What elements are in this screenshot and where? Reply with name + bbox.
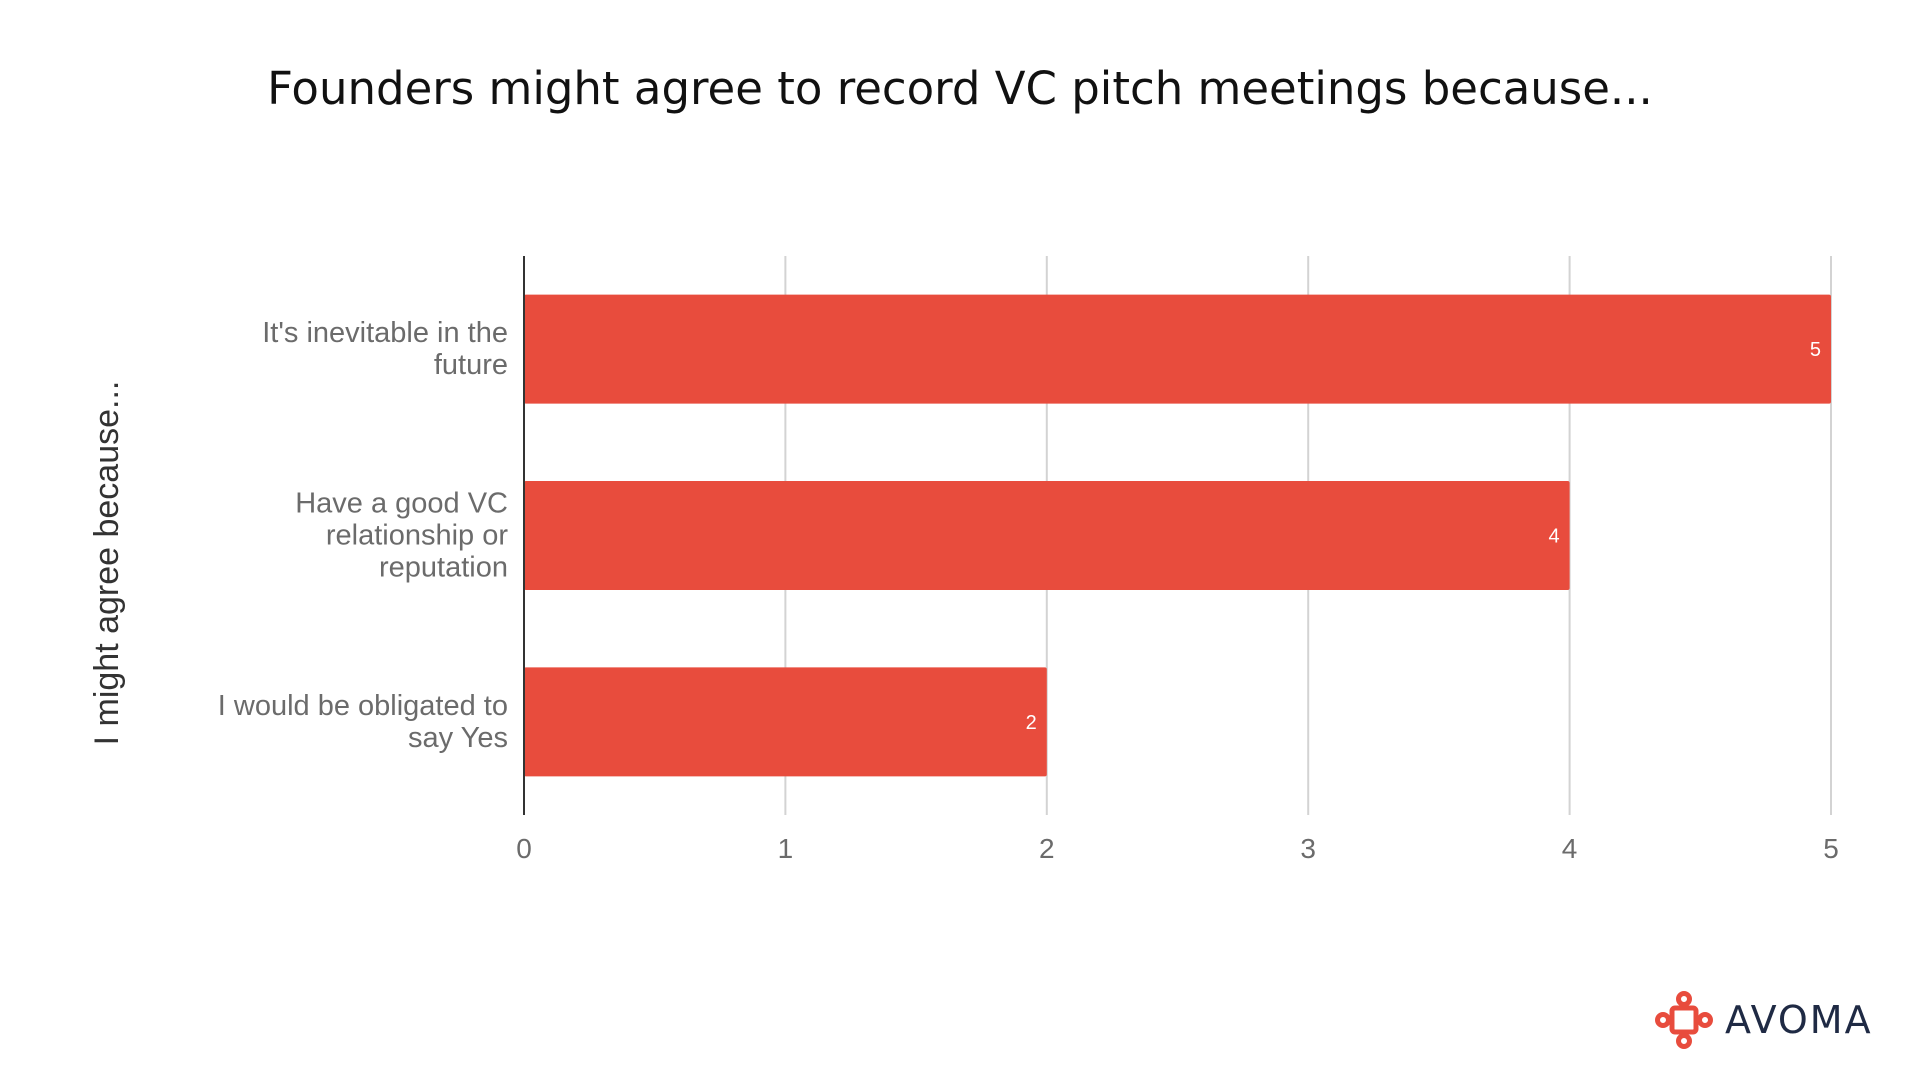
category-label-line: relationship or	[326, 519, 508, 551]
x-tick-labels: 0 1 2 3 4 5	[516, 833, 1839, 864]
category-label-line: I would be obligated to	[218, 690, 508, 722]
data-label: 2	[1026, 712, 1037, 734]
x-tick-label: 0	[516, 833, 532, 864]
avoma-logo-icon	[1655, 991, 1713, 1049]
y-axis-title: I might agree because...	[88, 381, 126, 746]
category-labels: It's inevitable in the future Have a good …	[218, 317, 509, 754]
brand-name: AVOMA	[1725, 998, 1873, 1042]
category-label: It's inevitable in the future	[262, 317, 508, 381]
x-tick-label: 5	[1823, 833, 1839, 864]
chart-title: Founders might agree to record VC pitch …	[267, 62, 1653, 115]
category-label-line: Have a good VC	[295, 487, 508, 519]
bar	[524, 667, 1047, 777]
bar	[524, 294, 1831, 404]
brand-logo: AVOMA	[1655, 990, 1873, 1050]
x-tick-label: 4	[1562, 833, 1578, 864]
data-label: 5	[1810, 339, 1821, 361]
category-label-line: future	[434, 349, 508, 381]
category-label: I would be obligated to say Yes	[218, 690, 508, 754]
bars: 5 4 2	[524, 294, 1831, 777]
x-tick-label: 2	[1039, 833, 1055, 864]
category-label-line: It's inevitable in the	[262, 317, 508, 349]
data-label: 4	[1548, 526, 1559, 548]
x-tick-label: 1	[778, 833, 794, 864]
category-label-line: reputation	[379, 551, 508, 583]
category-label-line: say Yes	[408, 722, 508, 754]
category-label: Have a good VC relationship or reputation	[295, 487, 508, 583]
bar	[524, 481, 1570, 590]
x-tick-label: 3	[1300, 833, 1316, 864]
